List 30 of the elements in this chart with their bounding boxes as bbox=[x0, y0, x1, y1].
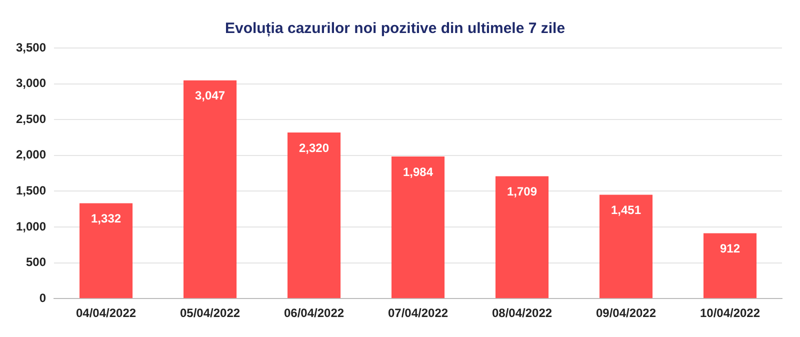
y-tick-label: 3,500 bbox=[16, 40, 46, 54]
y-tick-label: 3,000 bbox=[16, 76, 46, 90]
y-tick-label: 1,500 bbox=[16, 184, 46, 198]
y-tick-label: 2,000 bbox=[16, 148, 46, 162]
data-label: 1,709 bbox=[506, 184, 538, 199]
bar bbox=[80, 203, 133, 298]
data-label: 2,320 bbox=[299, 140, 330, 155]
x-tick-label: 09/04/2022 bbox=[596, 306, 656, 320]
bar bbox=[495, 176, 549, 298]
bar bbox=[703, 233, 757, 298]
data-label: 1,451 bbox=[610, 203, 642, 218]
data-label: 912 bbox=[720, 242, 740, 256]
data-label: 1,984 bbox=[403, 164, 434, 179]
x-tick-label: 04/04/2022 bbox=[76, 306, 136, 320]
x-tick-label: 10/04/2022 bbox=[700, 306, 760, 320]
bar bbox=[391, 156, 445, 298]
y-tick-label: 2,500 bbox=[16, 112, 46, 126]
chart-title: Evoluția cazurilor noi pozitive din ultimele 7 zile bbox=[224, 20, 566, 38]
x-tick-label: 08/04/2022 bbox=[492, 306, 552, 320]
x-tick-label: 07/04/2022 bbox=[388, 306, 448, 320]
data-label: 3,047 bbox=[195, 88, 226, 103]
bar bbox=[288, 132, 341, 298]
data-label: 1,332 bbox=[91, 212, 122, 226]
bar bbox=[599, 194, 653, 298]
x-tick-label: 06/04/2022 bbox=[284, 306, 344, 320]
x-tick-label: 05/04/2022 bbox=[180, 306, 240, 320]
y-tick-label: 0 bbox=[39, 290, 46, 305]
y-tick-label: 500 bbox=[26, 255, 46, 270]
bar bbox=[184, 80, 237, 298]
y-tick-label: 1,000 bbox=[16, 219, 46, 234]
